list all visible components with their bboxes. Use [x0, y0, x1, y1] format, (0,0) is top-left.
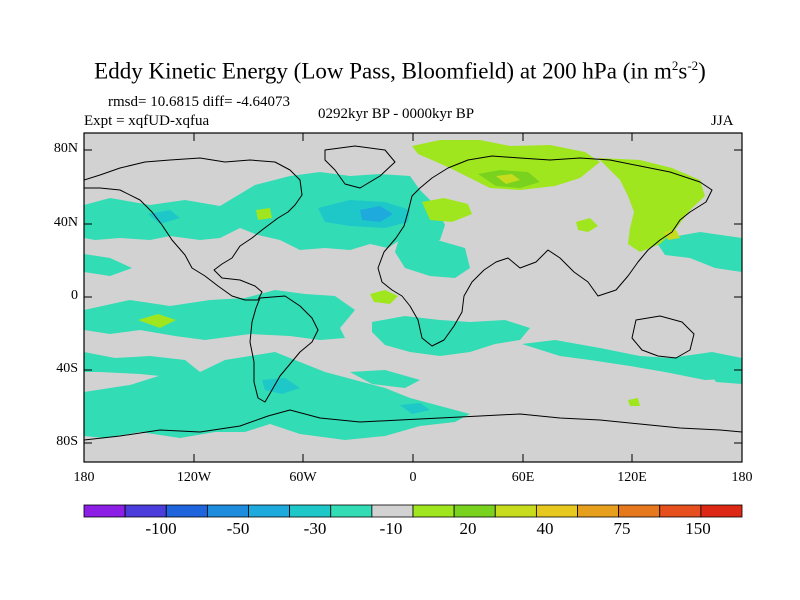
africa-equatorial-patch — [370, 290, 398, 304]
colorbar-swatch — [412, 504, 455, 518]
lon-tick-label: 0 — [409, 470, 417, 485]
southern-hemisphere-west-band — [84, 290, 355, 340]
lon-tick-label: 60E — [511, 470, 535, 485]
axis-tick-marks — [83, 133, 743, 462]
arctic-eurasia-band — [412, 140, 600, 190]
period-label: 0292kyr BP - 0000kyr BP — [318, 106, 475, 122]
southern-ocean-band — [84, 352, 470, 440]
colorbar-label: 40 — [536, 519, 554, 538]
colorbar-swatch — [453, 504, 496, 518]
map-field — [84, 133, 742, 462]
colorbar-swatch — [289, 504, 332, 518]
lon-tick-label: 180 — [731, 470, 753, 485]
colorbar-swatch — [618, 504, 661, 518]
colorbar-label: 20 — [459, 519, 477, 538]
rmsd-label: rmsd= 10.6815 diff= -4.64073 — [108, 94, 291, 110]
north-atlantic-center — [360, 206, 393, 222]
colorbar-swatch — [330, 504, 373, 518]
colorbar-swatch — [659, 504, 702, 518]
north-america-coast — [84, 157, 303, 301]
season-label: JJA — [711, 113, 734, 129]
north-pacific-west-edge — [84, 254, 132, 276]
lat-tick-label: 40S — [56, 361, 78, 376]
antarctica-coast — [84, 409, 742, 441]
colorbar-label: -30 — [303, 519, 327, 538]
indian-ocean-east-patch — [576, 218, 598, 232]
lat-tick-label: 80S — [56, 434, 78, 449]
south-indian-east-patch — [522, 340, 742, 380]
north-pacific-patch — [655, 232, 742, 272]
southeast-small-patch — [705, 362, 742, 384]
colorbar-swatch — [124, 504, 167, 518]
colorbar-swatch — [83, 504, 126, 518]
south-pacific-patch — [84, 352, 200, 378]
southern-ocean-east-strip — [350, 370, 420, 388]
colorbar — [83, 504, 743, 518]
lon-tick-label: 120E — [617, 470, 647, 485]
south-indian-patch — [628, 398, 640, 406]
colorbar-swatch — [494, 504, 537, 518]
east-atlantic-africa-patch — [395, 235, 470, 278]
colorbar-swatch — [535, 504, 578, 518]
negative-anomaly-regions — [84, 172, 742, 440]
lat-tick-label: 80N — [53, 141, 78, 156]
colorbar-swatch — [206, 504, 249, 518]
arctic-east-patch — [598, 158, 705, 252]
colorbar-label: 75 — [613, 519, 631, 538]
colorbar-swatch — [165, 504, 208, 518]
colorbar-label: 150 — [685, 519, 711, 538]
australia-coast — [631, 315, 695, 359]
southern-ocean-core-2 — [400, 403, 430, 414]
coastlines — [84, 145, 742, 441]
lon-tick-label: 120W — [176, 470, 212, 485]
colorbar-swatch — [371, 504, 414, 518]
greenland-coast — [324, 145, 396, 189]
colorbar-label: -50 — [226, 519, 250, 538]
colorbar-label: -10 — [379, 519, 403, 538]
mediterranean-patch — [422, 198, 472, 222]
eurasia-africa-coast — [377, 155, 713, 347]
south-america-coast — [249, 295, 319, 403]
pacific-equatorial-patch — [138, 314, 176, 328]
siberia-core-yellow — [496, 174, 520, 184]
east-asia-core — [664, 230, 680, 240]
figure-title: Eddy Kinetic Energy (Low Pass, Bloomfiel… — [94, 58, 706, 84]
colorbar-swatch — [248, 504, 291, 518]
lat-tick-label: 0 — [71, 288, 78, 303]
colorbar-swatch — [700, 504, 743, 518]
lon-tick-label: 180 — [73, 470, 95, 485]
experiment-label: Expt = xqfUD-xqfua — [84, 113, 210, 129]
hudson-bay-patch — [256, 208, 272, 220]
indian-ocean-patch — [410, 322, 480, 346]
colorbar-swatch — [577, 504, 620, 518]
lat-tick-label: 40N — [53, 215, 78, 230]
positive-anomaly-regions — [138, 140, 705, 406]
colorbar-label: -100 — [145, 519, 177, 538]
pacific-core — [148, 210, 180, 224]
lon-tick-label: 60W — [289, 470, 317, 485]
